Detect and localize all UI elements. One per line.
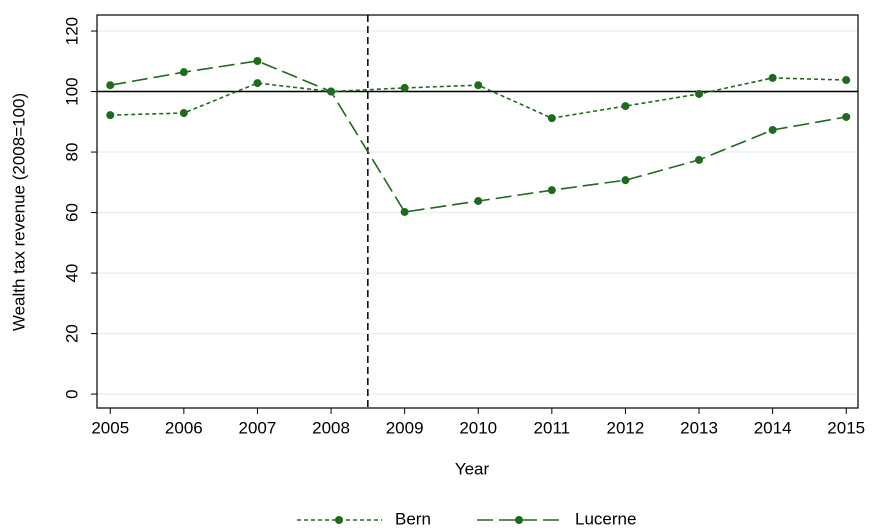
data-point: [842, 112, 851, 121]
x-tick-label: 2006: [165, 418, 203, 437]
x-tick-label: 2010: [459, 418, 497, 437]
x-axis-title: Year: [455, 459, 490, 478]
plot-frame: [96, 14, 859, 409]
y-axis-title: Wealth tax revenue (2008=100): [9, 93, 28, 331]
data-point: [400, 207, 409, 216]
data-point: [327, 87, 336, 96]
data-point: [106, 111, 115, 120]
data-point: [106, 81, 115, 90]
legend-label: Bern: [395, 509, 431, 528]
legend-marker: [335, 516, 343, 524]
y-tick-label: 60: [62, 203, 81, 222]
x-tick-label: 2009: [386, 418, 424, 437]
data-point: [621, 102, 630, 111]
data-point: [695, 155, 704, 164]
x-tick-label: 2005: [91, 418, 129, 437]
y-tick-label: 100: [62, 77, 81, 105]
data-point: [695, 89, 704, 98]
data-point: [547, 186, 556, 195]
data-point: [253, 56, 262, 65]
data-point: [842, 76, 851, 85]
data-point: [474, 81, 483, 90]
y-tick-label: 0: [62, 389, 81, 398]
data-point: [179, 109, 188, 118]
data-point: [253, 79, 262, 88]
x-tick-label: 2013: [680, 418, 718, 437]
x-tick-label: 2008: [312, 418, 350, 437]
legend-marker: [515, 516, 523, 524]
data-point: [547, 114, 556, 123]
data-point: [474, 197, 483, 206]
data-point: [179, 68, 188, 77]
legend-label: Lucerne: [575, 509, 636, 528]
x-tick-label: 2015: [827, 418, 865, 437]
x-tick-label: 2007: [239, 418, 277, 437]
y-tick-label: 20: [62, 324, 81, 343]
data-point: [768, 73, 777, 82]
data-point: [621, 176, 630, 185]
y-tick-label: 120: [62, 17, 81, 45]
data-point: [400, 83, 409, 92]
y-tick-label: 40: [62, 264, 81, 283]
x-tick-label: 2014: [754, 418, 792, 437]
x-tick-label: 2012: [607, 418, 645, 437]
x-tick-label: 2011: [534, 418, 571, 437]
y-tick-label: 80: [62, 143, 81, 162]
data-point: [768, 125, 777, 134]
